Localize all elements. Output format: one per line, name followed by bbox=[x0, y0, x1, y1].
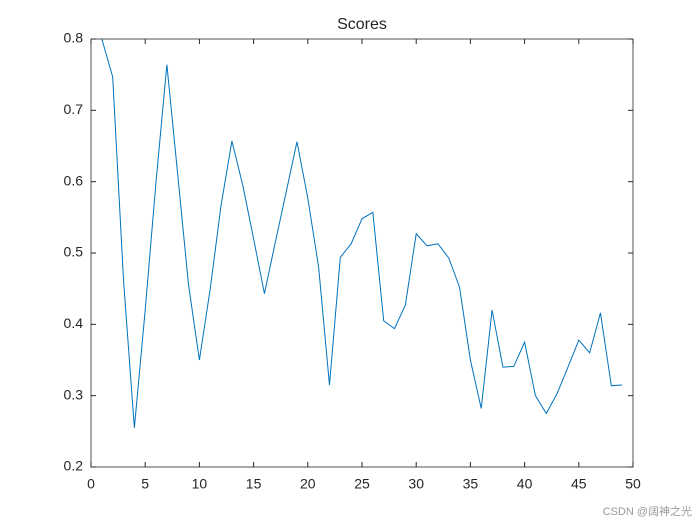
x-tick-label: 5 bbox=[141, 476, 149, 492]
x-tick-label: 35 bbox=[463, 476, 479, 492]
x-tick-label: 40 bbox=[517, 476, 533, 492]
y-tick-label: 0.7 bbox=[64, 101, 84, 117]
x-tick-label: 30 bbox=[408, 476, 424, 492]
y-tick-label: 0.5 bbox=[64, 244, 84, 260]
x-tick-label: 25 bbox=[354, 476, 370, 492]
y-tick-label: 0.3 bbox=[64, 386, 84, 402]
x-tick-label: 0 bbox=[87, 476, 95, 492]
x-tick-label: 20 bbox=[300, 476, 316, 492]
x-tick-label: 45 bbox=[571, 476, 587, 492]
y-tick-label: 0.4 bbox=[64, 315, 84, 331]
x-tick-label: 10 bbox=[192, 476, 208, 492]
y-tick-label: 0.8 bbox=[64, 30, 84, 46]
y-tick-label: 0.6 bbox=[64, 172, 84, 188]
chart-title: Scores bbox=[337, 16, 387, 33]
x-tick-label: 15 bbox=[246, 476, 262, 492]
y-tick-label: 0.2 bbox=[64, 458, 84, 474]
line bbox=[101, 38, 623, 428]
watermark: CSDN @阔神之光 bbox=[603, 504, 692, 518]
plot-box bbox=[90, 38, 634, 468]
x-tick-label: 50 bbox=[625, 476, 641, 492]
